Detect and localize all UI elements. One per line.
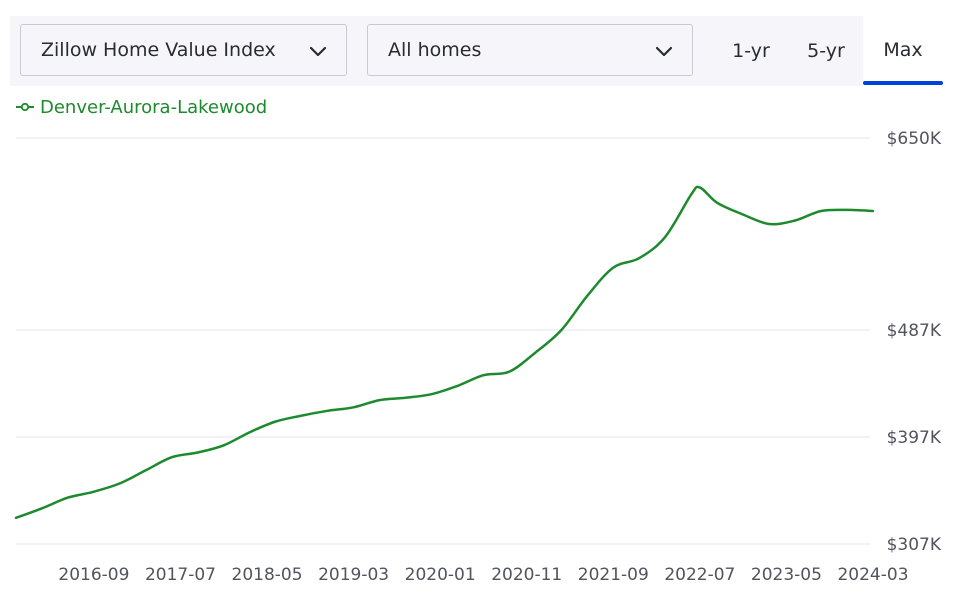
x-tick-label: 2016-09 xyxy=(58,565,129,585)
chevron-down-icon xyxy=(655,46,673,57)
x-tick-label: 2022-07 xyxy=(664,565,735,585)
legend-series-label: Denver-Aurora-Lakewood xyxy=(40,96,268,118)
x-tick-label: 2020-11 xyxy=(491,565,562,585)
metric-dropdown[interactable]: Zillow Home Value Index xyxy=(20,24,347,76)
x-tick-label: 2023-05 xyxy=(751,565,822,585)
home-type-dropdown-label: All homes xyxy=(388,39,482,61)
y-tick-label: $650K xyxy=(887,129,942,149)
y-tick-label: $397K xyxy=(887,428,942,448)
x-tick-label: 2018-05 xyxy=(232,565,303,585)
tab-max[interactable]: Max xyxy=(863,16,943,84)
x-tick-label: 2024-03 xyxy=(837,565,908,585)
y-tick-label: $487K xyxy=(887,321,942,341)
metric-dropdown-label: Zillow Home Value Index xyxy=(41,39,276,61)
home-type-dropdown[interactable]: All homes xyxy=(367,24,693,76)
tab-5-yr[interactable]: 5-yr xyxy=(807,40,845,62)
chart-legend[interactable]: Denver-Aurora-Lakewood xyxy=(16,95,267,119)
legend-line-marker-icon xyxy=(16,102,34,112)
x-tick-label: 2017-07 xyxy=(145,565,216,585)
x-tick-label: 2019-03 xyxy=(318,565,389,585)
x-tick-label: 2021-09 xyxy=(578,565,649,585)
tab-1-yr[interactable]: 1-yr xyxy=(732,40,770,62)
chevron-down-icon xyxy=(309,46,327,57)
y-tick-label: $307K xyxy=(887,535,942,555)
selected-tab-indicator xyxy=(863,81,943,85)
series-line xyxy=(14,185,875,520)
x-tick-label: 2020-01 xyxy=(405,565,476,585)
